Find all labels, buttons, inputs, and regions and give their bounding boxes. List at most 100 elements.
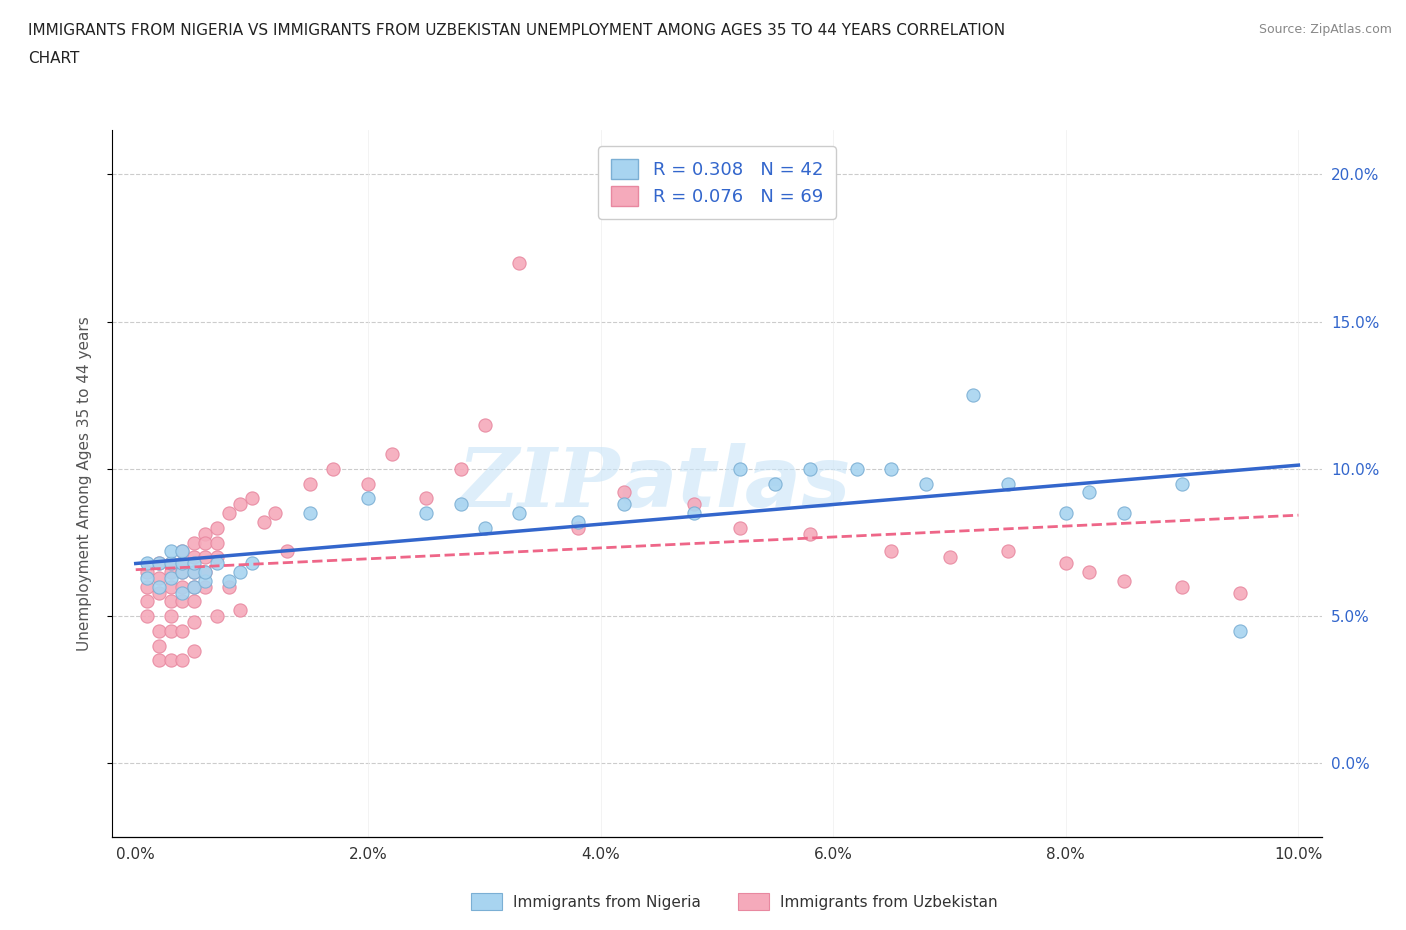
Point [148, 579, 170, 594]
Point [1112, 506, 1135, 521]
Point [194, 535, 217, 550]
Point [299, 506, 322, 521]
Point [1078, 565, 1101, 579]
Point [205, 609, 228, 624]
Point [799, 526, 821, 541]
Point [763, 476, 786, 491]
Point [183, 594, 205, 609]
Point [682, 497, 704, 512]
Point [159, 556, 181, 571]
Point [915, 476, 938, 491]
Point [205, 535, 228, 550]
Text: Immigrants from Uzbekistan: Immigrants from Uzbekistan [780, 895, 998, 910]
Point [172, 544, 194, 559]
Point [240, 556, 263, 571]
Point [183, 644, 205, 659]
Point [682, 506, 704, 521]
Point [159, 609, 181, 624]
Point [148, 570, 170, 585]
Point [194, 573, 217, 589]
Text: CHART: CHART [28, 51, 80, 66]
Point [172, 565, 194, 579]
Point [880, 461, 903, 476]
Point [148, 556, 170, 571]
Point [183, 565, 205, 579]
Point [205, 556, 228, 571]
Point [172, 594, 194, 609]
Point [172, 565, 194, 579]
Point [613, 485, 636, 500]
Bar [471, 893, 502, 910]
Point [218, 573, 240, 589]
Point [194, 565, 217, 579]
Point [159, 570, 181, 585]
Point [1171, 476, 1194, 491]
Point [997, 544, 1019, 559]
Point [194, 579, 217, 594]
Point [264, 506, 287, 521]
Point [194, 565, 217, 579]
Point [172, 623, 194, 638]
Point [148, 638, 170, 653]
Point [880, 544, 903, 559]
Point [253, 514, 276, 529]
Point [148, 653, 170, 668]
Point [159, 653, 181, 668]
Point [183, 556, 205, 571]
Point [962, 388, 984, 403]
Point [508, 256, 530, 271]
Point [159, 556, 181, 571]
Point [450, 497, 472, 512]
Point [415, 506, 437, 521]
Point [1229, 623, 1251, 638]
Point [474, 418, 496, 432]
Point [380, 446, 402, 461]
Point [172, 579, 194, 594]
Point [183, 615, 205, 630]
Text: Source: ZipAtlas.com: Source: ZipAtlas.com [1258, 23, 1392, 36]
Point [159, 594, 181, 609]
Point [997, 476, 1019, 491]
Text: Immigrants from Nigeria: Immigrants from Nigeria [513, 895, 702, 910]
Point [450, 461, 472, 476]
Point [276, 544, 298, 559]
Point [172, 585, 194, 600]
Point [730, 521, 752, 536]
Point [229, 497, 252, 512]
Point [567, 514, 589, 529]
Point [1078, 485, 1101, 500]
Point [508, 506, 530, 521]
Point [136, 556, 159, 571]
Point [136, 565, 159, 579]
Point [183, 565, 205, 579]
Point [613, 497, 636, 512]
Point [1229, 585, 1251, 600]
Point [194, 550, 217, 565]
Point [357, 491, 380, 506]
Point [172, 653, 194, 668]
Point [205, 521, 228, 536]
Point [159, 565, 181, 579]
Text: IMMIGRANTS FROM NIGERIA VS IMMIGRANTS FROM UZBEKISTAN UNEMPLOYMENT AMONG AGES 35: IMMIGRANTS FROM NIGERIA VS IMMIGRANTS FR… [28, 23, 1005, 38]
Point [172, 556, 194, 571]
Point [299, 476, 322, 491]
Point [172, 544, 194, 559]
Point [218, 579, 240, 594]
Point [148, 623, 170, 638]
Point [938, 550, 960, 565]
Point [194, 526, 217, 541]
Point [357, 476, 380, 491]
Point [845, 461, 868, 476]
Point [183, 535, 205, 550]
Point [136, 609, 159, 624]
Point [1054, 556, 1077, 571]
Point [1054, 506, 1077, 521]
Point [136, 594, 159, 609]
Point [1112, 573, 1135, 589]
Point [322, 461, 344, 476]
Bar [738, 893, 769, 910]
Point [218, 506, 240, 521]
Point [229, 603, 252, 618]
Point [172, 556, 194, 571]
Legend: R = 0.308   N = 42, R = 0.076   N = 69: R = 0.308 N = 42, R = 0.076 N = 69 [599, 146, 835, 219]
